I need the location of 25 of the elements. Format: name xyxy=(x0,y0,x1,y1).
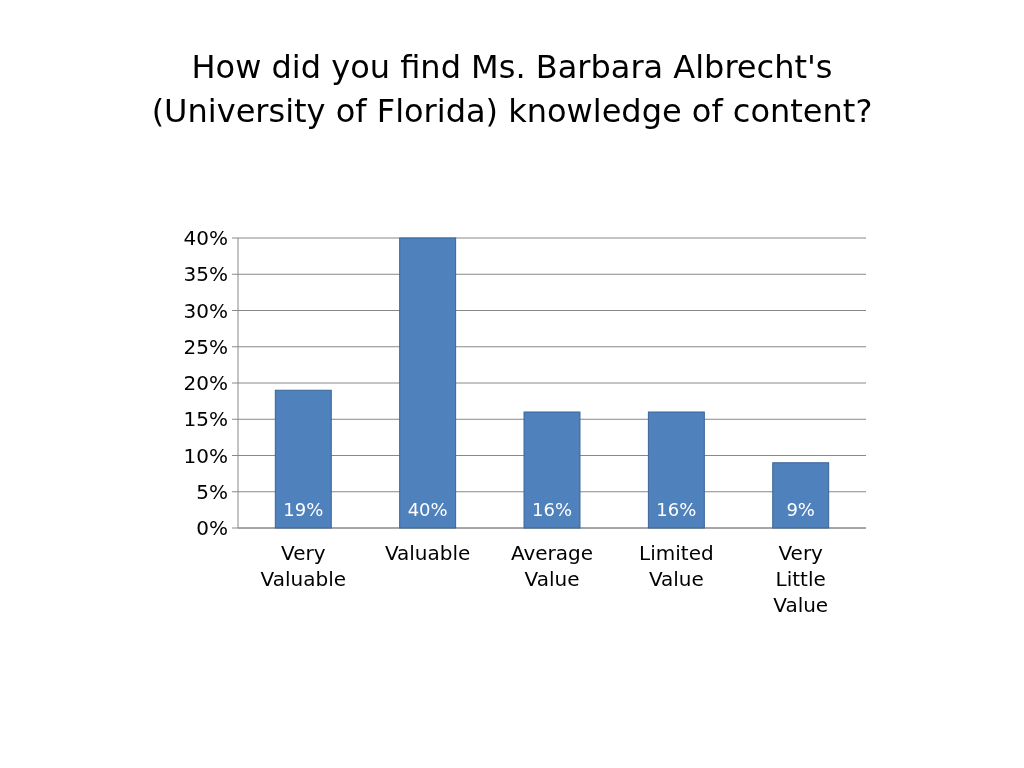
data-label: 16% xyxy=(531,499,573,520)
y-tick-label: 35% xyxy=(183,262,228,287)
y-tick-label: 25% xyxy=(183,334,228,359)
data-label: 40% xyxy=(407,499,448,520)
y-tick-label: 5% xyxy=(196,479,228,504)
bar xyxy=(399,237,457,529)
bar xyxy=(523,411,581,529)
y-tick-label: 15% xyxy=(183,407,228,432)
data-label: 19% xyxy=(283,499,324,520)
data-label: 9% xyxy=(786,499,815,520)
x-tick-label: Valuable xyxy=(384,541,471,565)
y-tick-label: 0% xyxy=(196,516,228,540)
x-tick-label: Limited Value xyxy=(639,541,714,591)
data-label: 16% xyxy=(656,499,697,520)
bar xyxy=(274,389,332,529)
bar xyxy=(647,411,705,529)
chart-title: How did you find Ms. Barbara Albrecht's (University of Florida) knowledge of content? xyxy=(151,48,873,130)
x-tick-label: Average Value xyxy=(510,541,594,591)
x-tick-label: Very Valuable xyxy=(260,541,347,591)
y-tick-label: 20% xyxy=(183,371,228,395)
y-tick-label: 30% xyxy=(183,298,228,323)
y-tick-label: 40% xyxy=(183,226,228,250)
x-tick-label: Very Little Value xyxy=(773,541,829,617)
bar xyxy=(772,462,830,529)
y-tick-label: 10% xyxy=(183,443,228,468)
